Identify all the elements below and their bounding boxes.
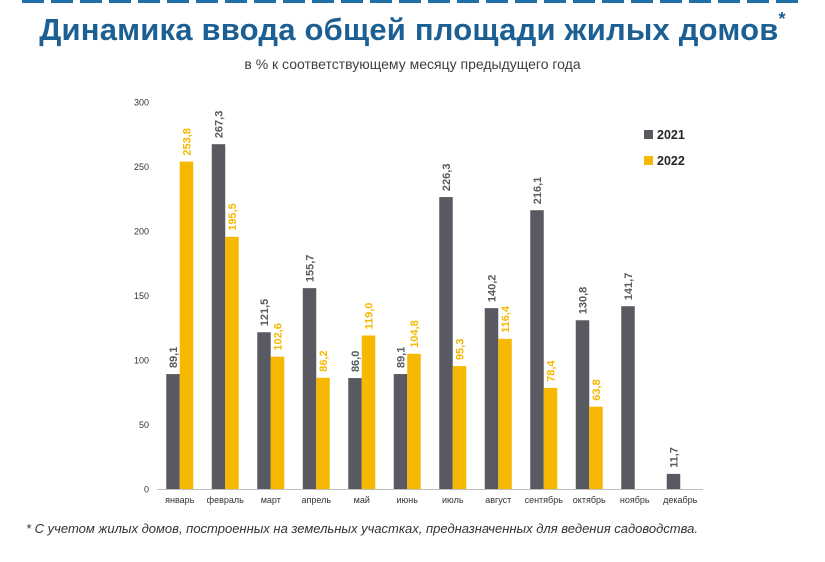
x-tick-label: сентябрь (525, 495, 564, 505)
bar-2021 (211, 144, 226, 490)
bar-2022 (179, 161, 194, 489)
bar-2021 (439, 197, 453, 489)
bar-2021 (666, 473, 681, 489)
y-tick-label: 150 (134, 291, 149, 301)
bar-2021 (530, 210, 544, 489)
x-tick-label: ноябрь (620, 495, 650, 505)
bar-2021 (166, 374, 180, 489)
data-label-2022: 86,2 (318, 350, 330, 371)
data-label-2022: 195,5 (227, 203, 239, 231)
y-tick-label: 0 (144, 485, 149, 495)
data-label-2021: 155,7 (305, 255, 317, 283)
bar-2022 (498, 338, 512, 489)
page-title: Динамика ввода общей площади жилых домов… (0, 8, 825, 48)
data-label-2022: 119,0 (364, 303, 376, 330)
x-tick-label: январь (165, 495, 195, 505)
data-label-2021: 121,5 (259, 299, 271, 327)
title-text: Динамика ввода общей площади жилых домов (39, 12, 779, 47)
bar-2022 (270, 356, 285, 489)
y-tick-label: 300 (134, 98, 149, 108)
bar-chart: 0 50 100 150 200 250 300 январь февраль март апрел… (134, 98, 703, 505)
data-label-2021: 86,0 (350, 351, 362, 372)
chart-subtitle: в % к соответствующему месяцу предыдущег… (244, 56, 581, 72)
data-label-2022: 253,8 (182, 128, 194, 156)
y-tick-label: 250 (134, 162, 149, 172)
bar-2021 (575, 320, 590, 489)
bar-2022 (361, 335, 376, 489)
y-tick-label: 200 (134, 227, 149, 237)
data-label-2021: 11,7 (669, 447, 681, 468)
legend-swatch-2022 (644, 156, 653, 165)
data-label-2021: 89,1 (168, 347, 180, 368)
bar-2022 (407, 353, 421, 489)
footnote: * С учетом жилых домов, построенных на з… (26, 521, 698, 536)
y-tick-label: 50 (139, 420, 149, 430)
data-label-2022: 78,4 (546, 360, 558, 382)
data-label-2021: 267,3 (214, 111, 226, 139)
title-footnote-mark: * (778, 8, 786, 29)
legend-label-2021: 2021 (657, 128, 685, 142)
data-label-2021: 130,8 (578, 287, 590, 315)
y-tick-label: 100 (134, 356, 149, 366)
x-tick-label: февраль (207, 495, 244, 505)
x-tick-label: март (261, 495, 281, 505)
bar-2021 (484, 308, 499, 489)
bar-2022 (452, 366, 467, 489)
legend-label-2022: 2022 (657, 154, 685, 168)
data-label-2022: 104,8 (409, 320, 421, 348)
x-tick-label: май (354, 495, 370, 505)
bar-2022 (225, 236, 239, 489)
top-dashed-rule (22, 0, 802, 3)
bar-2022 (589, 406, 603, 489)
x-tick-label: апрель (301, 495, 331, 505)
data-label-2022: 102,6 (273, 323, 285, 351)
data-label-2022: 63,8 (591, 379, 603, 400)
x-tick-label: декабрь (663, 495, 698, 505)
data-label-2021: 216,1 (532, 177, 544, 205)
bar-2022 (543, 387, 558, 489)
bar-2021 (302, 288, 317, 489)
bar-2021 (348, 378, 362, 489)
data-label-2022: 95,3 (455, 339, 467, 360)
bar-2021 (257, 332, 271, 489)
x-tick-label: июль (442, 495, 464, 505)
bar-2021 (621, 306, 635, 489)
x-tick-label: август (485, 495, 511, 505)
x-tick-label: октябрь (573, 495, 606, 505)
data-label-2021: 226,3 (441, 164, 453, 192)
x-tick-label: июнь (397, 495, 419, 505)
bar-2022 (316, 377, 330, 489)
bar-2021 (393, 374, 408, 489)
data-label-2021: 140,2 (487, 275, 499, 303)
data-label-2021: 89,1 (396, 347, 408, 368)
legend-swatch-2021 (644, 130, 653, 139)
data-label-2022: 116,4 (500, 305, 512, 333)
data-label-2021: 141,7 (623, 273, 635, 301)
